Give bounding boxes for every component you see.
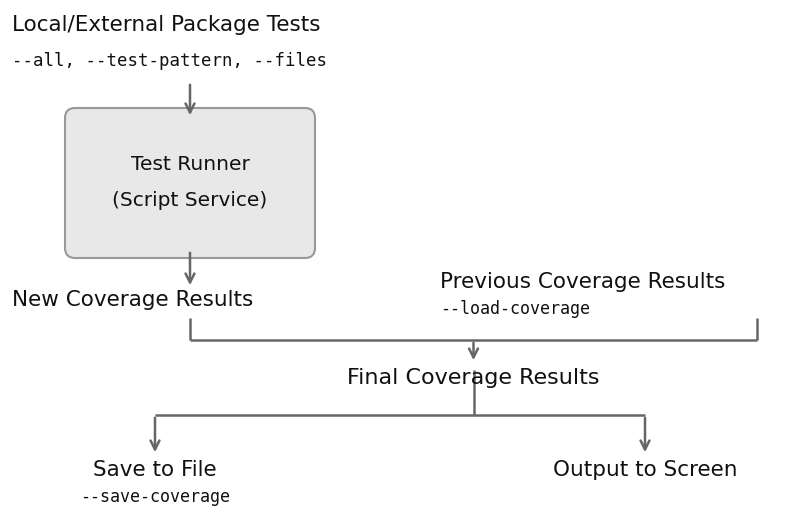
Text: --save-coverage: --save-coverage: [80, 488, 230, 506]
Text: --all, --test-pattern, --files: --all, --test-pattern, --files: [12, 52, 327, 70]
FancyBboxPatch shape: [65, 108, 315, 258]
Text: Output to Screen: Output to Screen: [553, 460, 738, 480]
Text: Final Coverage Results: Final Coverage Results: [347, 368, 600, 388]
Text: Test Runner: Test Runner: [131, 155, 249, 174]
Text: Local/External Package Tests: Local/External Package Tests: [12, 15, 320, 35]
Text: Previous Coverage Results: Previous Coverage Results: [440, 272, 725, 292]
Text: Save to File: Save to File: [93, 460, 217, 480]
Text: --load-coverage: --load-coverage: [440, 300, 590, 318]
Text: (Script Service): (Script Service): [112, 192, 268, 211]
Text: New Coverage Results: New Coverage Results: [12, 290, 253, 310]
